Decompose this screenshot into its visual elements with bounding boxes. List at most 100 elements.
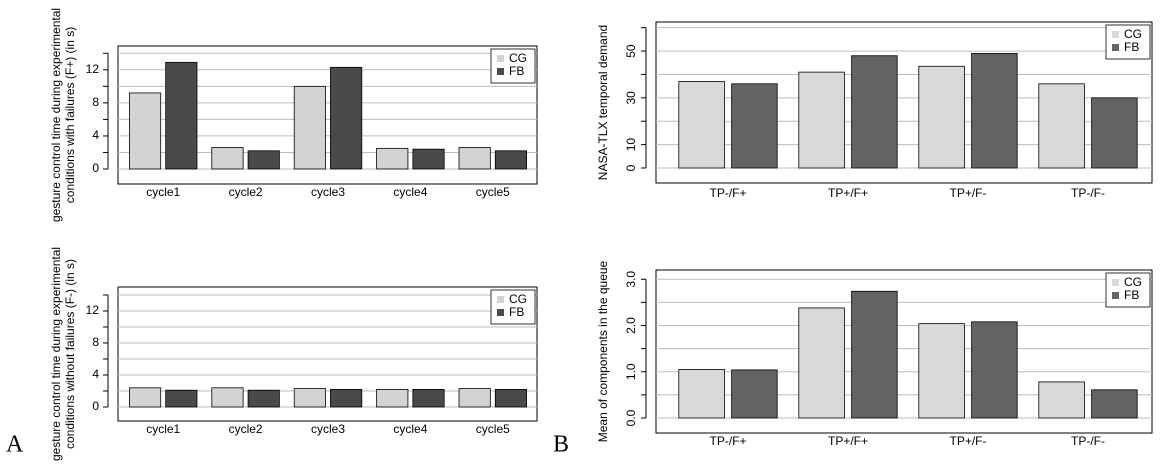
x-tick-label: TP-/F- xyxy=(1071,434,1105,448)
x-tick-label: cycle5 xyxy=(476,422,510,436)
bar xyxy=(851,55,898,169)
legend-swatch xyxy=(1112,31,1119,38)
bar xyxy=(971,321,1018,419)
bar xyxy=(330,388,363,408)
bar xyxy=(247,389,280,408)
legend-swatch xyxy=(1112,44,1119,51)
y-tick-label: 3.0 xyxy=(624,271,638,288)
bar xyxy=(851,290,898,419)
x-tick-label: cycle3 xyxy=(311,422,345,436)
y-tick-label: 12 xyxy=(86,303,100,317)
y-tick-label: 4 xyxy=(92,367,99,381)
panel-label: A xyxy=(6,432,24,458)
bar xyxy=(165,389,198,408)
y-tick-label: 8 xyxy=(92,335,99,349)
y-tick-label: 0 xyxy=(92,399,99,413)
y-tick-label: 4 xyxy=(92,128,99,142)
legend-label: FB xyxy=(509,64,524,78)
bar xyxy=(458,147,491,170)
y-tick-label: 12 xyxy=(86,62,100,76)
bar xyxy=(247,150,280,170)
plot-box xyxy=(655,269,1153,434)
legend-label: CG xyxy=(1124,275,1142,289)
bar xyxy=(731,369,778,419)
plot-box xyxy=(655,21,1153,184)
legend-swatch xyxy=(1112,279,1119,286)
bar xyxy=(1038,83,1085,169)
bar xyxy=(211,387,244,408)
legend-box xyxy=(490,48,536,84)
y-tick-label: 30 xyxy=(624,91,638,105)
bar xyxy=(293,388,326,408)
y-axis-title: gesture control time during experimental xyxy=(49,247,63,461)
x-tick-label: cycle4 xyxy=(393,422,427,436)
bar xyxy=(678,369,725,419)
bar xyxy=(918,65,965,169)
bar xyxy=(376,147,409,170)
y-tick-label: 0.0 xyxy=(624,409,638,426)
legend-label: CG xyxy=(509,292,527,306)
bar xyxy=(412,148,445,170)
y-tick-label: 1.0 xyxy=(624,363,638,380)
y-tick-label: 8 xyxy=(92,95,99,109)
bar xyxy=(1091,97,1138,169)
y-axis-title: conditions without failures (F-) (in s) xyxy=(63,259,77,449)
bar xyxy=(494,150,527,170)
y-axis-title: Mean of components in the queue xyxy=(596,260,610,442)
x-tick-label: cycle1 xyxy=(146,185,180,199)
bar xyxy=(494,388,527,408)
bar xyxy=(211,147,244,170)
bar xyxy=(293,85,326,170)
x-tick-label: TP+/F+ xyxy=(828,186,868,200)
bar xyxy=(678,81,725,169)
legend-swatch xyxy=(497,68,504,75)
y-tick-label: 2.0 xyxy=(624,317,638,334)
bar xyxy=(918,323,965,419)
bar xyxy=(129,387,162,408)
legend-swatch xyxy=(497,296,504,303)
x-tick-label: cycle2 xyxy=(229,422,263,436)
y-tick-label: 0 xyxy=(92,161,99,175)
bar xyxy=(1091,389,1138,419)
legend-label: CG xyxy=(1124,27,1142,41)
x-tick-label: cycle2 xyxy=(229,185,263,199)
legend-box xyxy=(490,289,536,325)
y-axis-title: conditions with failures (F+) (in s) xyxy=(63,27,77,203)
bar xyxy=(330,66,363,170)
legend-box xyxy=(1105,272,1151,308)
legend-label: CG xyxy=(509,51,527,65)
x-tick-label: TP-/F+ xyxy=(709,186,746,200)
legend-swatch xyxy=(497,309,504,316)
plot-box xyxy=(117,286,538,422)
x-tick-label: TP+/F- xyxy=(949,186,986,200)
x-tick-label: TP-/F- xyxy=(1071,186,1105,200)
x-tick-label: TP+/F+ xyxy=(828,434,868,448)
x-tick-label: TP-/F+ xyxy=(709,434,746,448)
x-tick-label: cycle4 xyxy=(393,185,427,199)
bar xyxy=(798,307,845,419)
y-tick-label: 0 xyxy=(624,164,638,171)
legend-label: FB xyxy=(1124,288,1139,302)
bar xyxy=(165,61,198,170)
bar xyxy=(1038,381,1085,419)
x-tick-label: cycle1 xyxy=(146,422,180,436)
y-tick-label: 10 xyxy=(624,138,638,152)
bar xyxy=(412,388,445,408)
plot-box xyxy=(117,45,538,185)
x-tick-label: TP+/F- xyxy=(949,434,986,448)
legend-label: FB xyxy=(509,305,524,319)
legend-label: FB xyxy=(1124,40,1139,54)
bar xyxy=(376,388,409,408)
x-tick-label: cycle5 xyxy=(476,185,510,199)
y-axis-title: gesture control time during experimental xyxy=(49,8,63,222)
y-tick-label: 50 xyxy=(624,44,638,58)
legend-swatch xyxy=(1112,292,1119,299)
bar xyxy=(129,92,162,170)
bar xyxy=(458,388,491,408)
y-axis-title: NASA-TLX temporal demand xyxy=(596,25,610,180)
x-tick-label: cycle3 xyxy=(311,185,345,199)
panel-label: B xyxy=(553,432,569,458)
legend-box xyxy=(1105,24,1151,60)
legend-swatch xyxy=(497,55,504,62)
